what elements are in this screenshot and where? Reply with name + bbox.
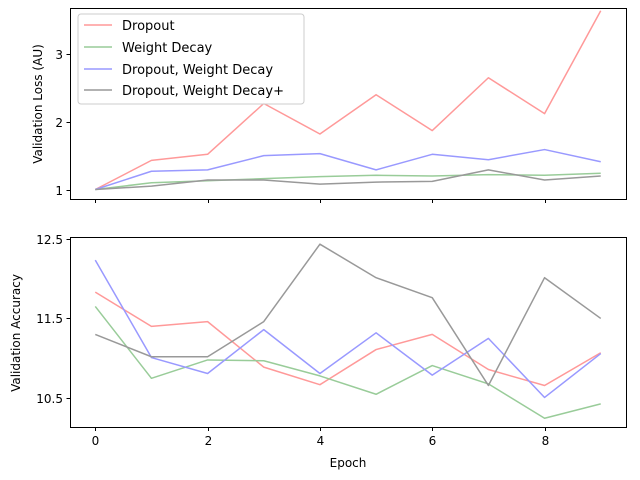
loss-y-tick-label: 3 <box>55 48 63 62</box>
loss-series-dropout-weight-decay <box>95 148 601 191</box>
legend-label-dropout: Dropout <box>122 19 175 34</box>
loss-x-ticks <box>95 199 546 203</box>
accuracy-x-ticks: 0 2 4 6 8 <box>92 427 550 448</box>
accuracy-series-dropout-weight-decay-plus <box>94 243 602 387</box>
accuracy-y-axis-label: Validation Accuracy <box>9 274 23 392</box>
legend-box <box>77 13 305 105</box>
accuracy-x-tick-label: 2 <box>205 434 213 448</box>
accuracy-series-dropout-weight-decay <box>94 259 602 399</box>
accuracy-subplot: 10.5 11.5 12.5 0 2 4 6 8 Validation Accuracy E… <box>9 233 627 470</box>
loss-series-dropout-weight-decay-plus <box>95 169 601 191</box>
loss-series-layer <box>94 10 602 191</box>
accuracy-series-dropout <box>94 291 602 387</box>
loss-y-ticks: 1 2 3 <box>55 48 71 198</box>
loss-subplot: 1 2 3 Validation Loss (AU) Dropout Weight … <box>31 8 627 203</box>
accuracy-plot-frame <box>70 237 627 428</box>
legend-label-dropout-weight-decay: Dropout, Weight Decay <box>122 63 273 78</box>
accuracy-series-layer <box>94 243 602 419</box>
loss-y-tick-label: 2 <box>55 116 63 130</box>
loss-series-dropout <box>94 10 602 191</box>
accuracy-series-weight-decay <box>94 305 601 419</box>
legend: Dropout Weight Decay Dropout, Weight Dec… <box>77 13 305 105</box>
accuracy-x-tick-label: 8 <box>542 434 550 448</box>
accuracy-x-axis-label: Epoch <box>330 456 367 470</box>
loss-plot-frame <box>70 8 627 200</box>
legend-entry-dropout: Dropout <box>84 19 175 34</box>
legend-entry-dropout-weight-decay: Dropout, Weight Decay <box>84 63 273 78</box>
accuracy-x-tick-label: 6 <box>429 434 437 448</box>
accuracy-x-tick-label: 4 <box>317 434 325 448</box>
legend-label-weight-decay: Weight Decay <box>122 41 213 56</box>
legend-entry-dropout-weight-decay-plus: Dropout, Weight Decay+ <box>84 84 284 99</box>
accuracy-x-tick-label: 0 <box>92 434 100 448</box>
accuracy-y-tick-label: 10.5 <box>36 392 63 406</box>
loss-y-tick-label: 1 <box>55 184 63 198</box>
legend-label-dropout-weight-decay-plus: Dropout, Weight Decay+ <box>122 84 284 99</box>
accuracy-y-tick-label: 12.5 <box>36 233 63 247</box>
legend-entry-weight-decay: Weight Decay <box>84 41 213 56</box>
accuracy-y-ticks: 10.5 11.5 12.5 <box>36 233 71 406</box>
accuracy-y-tick-label: 11.5 <box>36 312 63 326</box>
loss-y-axis-label: Validation Loss (AU) <box>31 44 45 164</box>
